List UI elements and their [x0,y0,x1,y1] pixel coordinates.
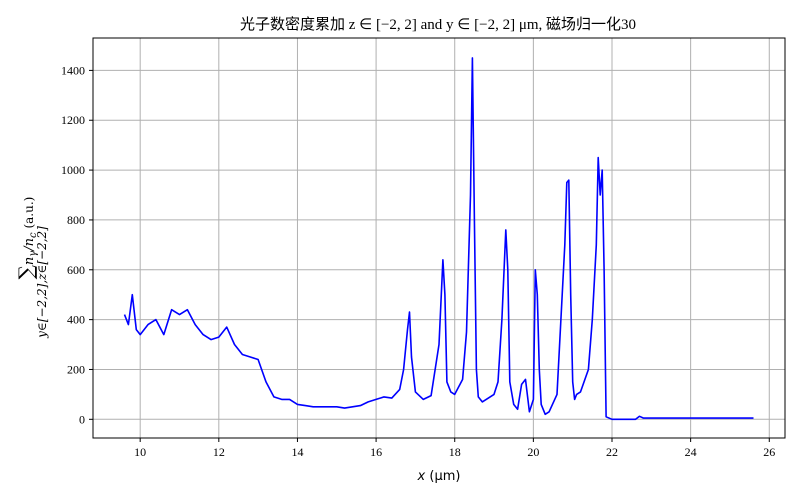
y-tick-label-3: 600 [67,263,85,277]
x-axis: 10 12 14 16 18 20 22 24 26 [134,438,775,459]
x-tick-label-3: 16 [370,445,382,459]
x-tick-label-0: 10 [134,445,146,459]
x-tick-label-7: 24 [685,445,697,459]
y-label-gamma: γ [28,251,39,257]
x-tick-label-5: 20 [527,445,539,459]
y-tick-label-4: 800 [67,213,85,227]
y-label-subscript: y∈[−2,2],z∈[−2,2] [35,226,49,339]
y-label-c: c [28,232,39,238]
y-label-n: n [22,257,37,265]
x-axis-label: x (μm) [417,469,461,484]
x-tick-label-8: 26 [763,445,775,459]
x-tick-label-2: 14 [291,445,303,459]
y-label-sum: ∑ [14,264,38,279]
plot-frame [92,37,786,439]
y-axis-label: ∑nγ/nc (a.u.) y∈[−2,2],z∈[−2,2] [14,197,49,339]
y-tick-label-0: 0 [79,412,85,426]
x-tick-label-4: 18 [449,445,461,459]
y-tick-label-5: 1000 [61,163,85,177]
y-tick-label-2: 400 [67,313,85,327]
y-tick-label-7: 1400 [61,63,85,77]
x-axis-label-var: x [417,469,426,484]
x-tick-label-6: 22 [606,445,618,459]
svg-text:∑nγ/nc (a.u.): ∑nγ/nc (a.u.) [14,197,39,280]
y-axis: 0 200 400 600 800 1000 1200 1400 [61,63,93,426]
y-tick-label-6: 1200 [61,113,85,127]
x-axis-label-unit: (μm) [425,469,460,484]
chart-title: 光子数密度累加 z ∈ [−2, 2] and y ∈ [−2, 2] μm, … [240,16,636,33]
y-tick-label-1: 200 [67,362,85,376]
x-tick-label-1: 12 [213,445,225,459]
y-label-slash: /n [22,238,37,253]
series-line [123,57,754,421]
grid-lines [93,38,785,438]
y-label-unit: (a.u.) [22,197,36,233]
